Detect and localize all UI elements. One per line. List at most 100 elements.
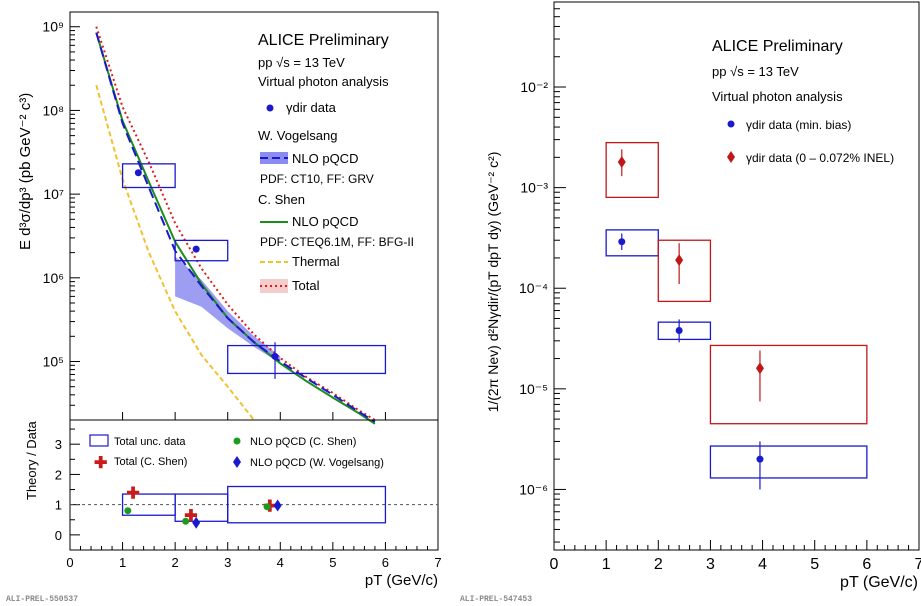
left-top-legend-vogelsang-pdf: PDF: CT10, FF: GRV (260, 172, 374, 186)
left-bottom-panel: 0 1 2 3 0 1 2 3 4 5 6 7 ✚✚✚ Theory / Data pT (GeV/… (24, 419, 442, 589)
left-top-y-tick-label: 10⁵ (43, 354, 64, 370)
left-top-y-axis-label: E d³σ/dp³ (pb GeV⁻² c³) (17, 93, 34, 250)
left-top-data-point (192, 245, 200, 253)
left-bottom-y-ticks: 0 1 2 3 (55, 428, 80, 551)
right-x-tick-label: 3 (706, 556, 715, 573)
left-top-data-points (121, 163, 387, 379)
right-legend-minbias: γdir data (min. bias) (746, 118, 851, 132)
left-top-legend-thermal: Thermal (292, 254, 340, 269)
left-bottom-y-tick-label: 0 (55, 528, 62, 543)
right-panel: 10⁻² 10⁻³ 10⁻⁴ 10⁻⁵ 10⁻⁶ 0 1 2 3 4 5 6 7 1/(2π Nev)… (485, 1, 921, 591)
left-bottom-x-tick-label: 4 (277, 555, 284, 570)
left-bottom-y-tick-label: 1 (55, 498, 62, 513)
left-bottom-legend-green-marker (233, 437, 241, 445)
right-data-points (605, 141, 868, 490)
right-y-tick-label: 10⁻⁵ (519, 381, 548, 397)
hm-sys-box (657, 239, 712, 303)
left-top-y-tick-label: 10⁹ (42, 19, 64, 35)
right-y-ticks: 10⁻² 10⁻³ 10⁻⁴ 10⁻⁵ 10⁻⁶ (519, 1, 566, 543)
left-top-legend-data-marker (266, 104, 274, 112)
left-top-y-tick-label: 10⁶ (43, 270, 64, 286)
left-figure-id: ALI-PREL-550537 (6, 595, 78, 604)
left-top-sys-box (227, 344, 387, 375)
left-bottom-legend-cross-marker: ✚ (94, 455, 107, 472)
left-bottom-frame (69, 419, 439, 551)
left-top-sys-box (174, 239, 229, 262)
minbias-data-point (675, 327, 683, 335)
hm-sys-box (709, 344, 868, 425)
right-x-tick-label: 4 (758, 556, 767, 573)
left-top-legend-vogelsang-header: W. Vogelsang (258, 128, 338, 143)
left-bottom-legend-shen-total: Total (C. Shen) (114, 456, 187, 468)
left-top-legend-energy: pp √s = 13 TeV (258, 55, 345, 70)
left-top-legend-total: Total (292, 278, 320, 293)
left-bottom-legend-unc: Total unc. data (114, 436, 186, 448)
left-bottom-y-axis-label: Theory / Data (24, 420, 39, 500)
minbias-data-point (618, 238, 626, 246)
right-y-tick-label: 10⁻³ (520, 180, 548, 196)
left-bottom-y-tick-label: 2 (55, 467, 62, 482)
left-bottom-x-ticks: 0 1 2 3 4 5 6 7 (66, 542, 442, 570)
left-bottom-unc-box (227, 485, 387, 524)
right-y-tick-label: 10⁻² (520, 79, 548, 95)
left-bottom-x-tick-label: 1 (119, 555, 126, 570)
left-bottom-x-tick-label: 7 (434, 555, 441, 570)
right-legend-energy: pp √s = 13 TeV (712, 64, 799, 79)
left-bottom-unc-box (174, 493, 229, 522)
vogelsang-nlo-ratio-point (192, 516, 201, 529)
right-x-tick-label: 6 (862, 556, 871, 573)
left-top-theory-curves (95, 26, 376, 425)
right-y-tick-label: 10⁻⁶ (519, 481, 548, 497)
right-x-tick-label: 5 (810, 556, 819, 573)
hm-data-point (675, 254, 684, 267)
left-bottom-x-tick-label: 5 (329, 555, 336, 570)
right-frame (553, 1, 920, 551)
left-top-legend-data-label: γdir data (286, 100, 337, 115)
left-top-legend-analysis: Virtual photon analysis (258, 74, 389, 89)
right-legend-minbias-marker (727, 120, 735, 128)
right-legend-analysis: Virtual photon analysis (712, 89, 843, 104)
right-legend-title: ALICE Preliminary (712, 38, 843, 55)
left-top-y-tick-label: 10⁷ (43, 186, 64, 202)
shen-total-ratio-point: ✚ (126, 486, 139, 503)
left-bottom-legend-diamond-marker (233, 456, 241, 468)
left-bottom-x-tick-label: 3 (224, 555, 231, 570)
left-top-legend-vogelsang-nlo: NLO pQCD (292, 151, 358, 166)
hm-data-point (617, 155, 626, 168)
left-top-legend-total-band (260, 279, 288, 293)
right-x-ticks: 0 1 2 3 4 5 6 7 (550, 540, 921, 573)
left-bottom-x-tick-label: 6 (382, 555, 389, 570)
left-top-data-point (134, 169, 142, 177)
shen-nlo-ratio-point (124, 507, 132, 515)
vogelsang-nlo-curve (95, 32, 376, 423)
right-legend-hm: γdir data (0 – 0.072% INEL) (746, 151, 894, 165)
right-x-tick-label: 2 (654, 556, 663, 573)
hm-sys-box (605, 141, 659, 199)
right-x-tick-label: 7 (915, 556, 921, 573)
right-figure-id: ALI-PREL-547453 (460, 595, 532, 604)
right-x-tick-label: 0 (550, 556, 559, 573)
left-bottom-ratios: ✚✚✚ (70, 486, 438, 529)
hm-data-point (755, 362, 764, 375)
left-top-x-ticks (69, 412, 439, 420)
right-y-tick-label: 10⁻⁴ (519, 280, 548, 296)
left-top-legend: ALICE Preliminary pp √s = 13 TeV Virtual… (258, 32, 414, 293)
left-bottom-legend-shen-nlo: NLO pQCD (C. Shen) (250, 436, 356, 448)
left-top-data-point (271, 352, 279, 360)
right-y-axis-label: 1/(2π Nev) d²Nγdir/(pT dpT dy) (GeV⁻² c²… (485, 152, 501, 413)
left-top-legend-shen-pdf: PDF: CTEQ6.1M, FF: BFG-II (260, 235, 414, 249)
shen-nlo-ratio-point (182, 517, 190, 525)
left-top-y-tick-label: 10⁸ (43, 102, 65, 118)
minbias-data-point (756, 455, 764, 463)
right-x-axis-label: pT (GeV/c) (840, 574, 918, 591)
minbias-sys-box (605, 229, 659, 257)
left-top-legend-title: ALICE Preliminary (258, 32, 389, 49)
left-bottom-x-tick-label: 0 (66, 555, 73, 570)
minbias-sys-box (709, 445, 868, 479)
right-legend-hm-marker (727, 151, 735, 163)
total-curve (95, 26, 376, 421)
left-bottom-y-tick-label: 3 (55, 437, 62, 452)
right-legend: ALICE Preliminary pp √s = 13 TeV Virtual… (712, 38, 894, 165)
